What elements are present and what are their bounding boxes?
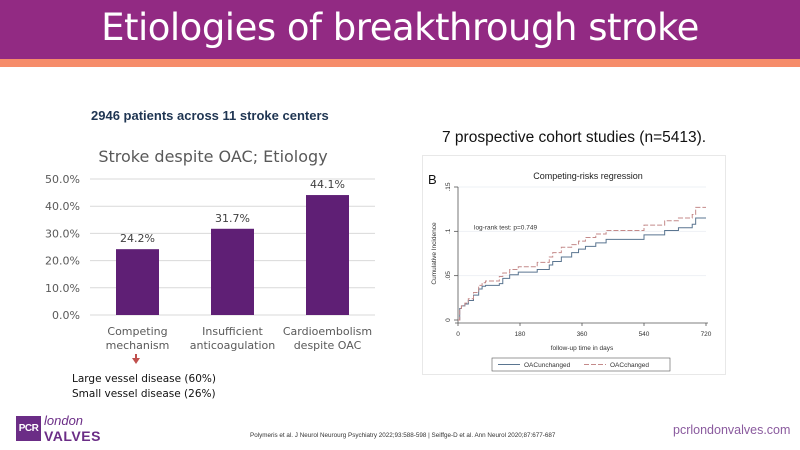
x-tick-label: 540 <box>639 331 650 338</box>
title-band <box>0 0 800 59</box>
data-label: 44.1% <box>310 178 345 191</box>
note-large-vessel: Large vessel disease (60%) <box>72 373 216 385</box>
website-link[interactable]: pcrlondonvalves.com <box>673 423 791 437</box>
data-label: 24.2% <box>120 232 155 245</box>
note-small-vessel: Small vessel disease (26%) <box>72 388 216 400</box>
bar <box>211 228 254 315</box>
accent-stripe <box>0 59 800 67</box>
etiology-bar-chart: Stroke despite OAC; Etiology 0.0% 10.0% 20.… <box>45 147 375 352</box>
logo-box: PCR <box>16 416 41 441</box>
y-tick-label: 30.0% <box>45 227 80 240</box>
bar-chart-title: Stroke despite OAC; Etiology <box>98 147 327 166</box>
legend-label: OACunchanged <box>524 362 571 369</box>
y-tick-label: 10.0% <box>45 282 80 295</box>
km-chart-title: Competing-risks regression <box>533 171 643 181</box>
competing-risks-chart: B Competing-risks regression 0 .05 .1 .15 0 180… <box>428 171 712 372</box>
x-tick-label: Competing <box>107 325 167 338</box>
data-label: 31.7% <box>215 212 250 225</box>
y-tick-label: .15 <box>445 182 452 191</box>
y-tick-label: 0 <box>445 318 452 322</box>
bar <box>306 195 349 315</box>
left-subtitle: 2946 patients across 11 stroke centers <box>91 108 329 123</box>
legend-box <box>491 357 671 372</box>
km-figure-frame <box>422 155 726 375</box>
slide-title: Etiologies of breakthrough stroke <box>101 6 699 49</box>
citation: Polymeris et al. J Neurol Neurourg Psych… <box>250 432 556 439</box>
y-tick-label: 40.0% <box>45 200 80 213</box>
panel-label: B <box>428 172 437 187</box>
y-axis-label: Cumulative Incidence <box>431 222 438 285</box>
series-line-OACunchanged <box>458 217 706 321</box>
x-tick-label: Insufficient <box>202 325 263 338</box>
logo-london: london <box>44 413 84 428</box>
y-tick-label: 0.0% <box>52 309 80 322</box>
logo-valves: VALVES <box>44 428 101 444</box>
arrow-stem <box>135 354 137 359</box>
x-tick-label: 360 <box>577 331 588 338</box>
x-tick-label: 720 <box>701 331 712 338</box>
down-arrow-icon <box>132 358 140 364</box>
x-tick-label: 180 <box>515 331 526 338</box>
x-tick-label: Cardioembolism <box>283 325 372 338</box>
logrank-annotation: log-rank test: p=0.749 <box>474 225 537 232</box>
y-tick-label: .1 <box>445 228 452 234</box>
legend-label: OACchanged <box>610 362 649 369</box>
y-tick-label: .05 <box>445 271 452 280</box>
x-tick-label: mechanism <box>106 339 170 352</box>
y-tick-label: 20.0% <box>45 255 80 268</box>
y-tick-label: 50.0% <box>45 173 80 186</box>
bar <box>116 249 159 315</box>
x-tick-label: 0 <box>456 331 460 338</box>
x-tick-label: despite OAC <box>294 339 362 352</box>
x-axis-label: follow-up time in days <box>551 345 614 352</box>
right-title: 7 prospective cohort studies (n=5413). <box>442 129 707 146</box>
x-tick-label: anticoagulation <box>190 339 275 352</box>
series-line-OACchanged <box>458 206 706 321</box>
